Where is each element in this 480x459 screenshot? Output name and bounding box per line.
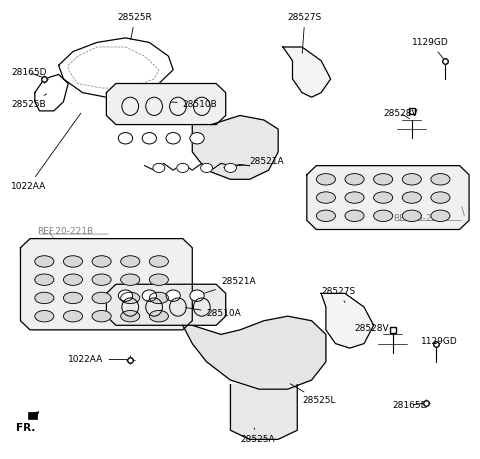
Text: REF.20-221B: REF.20-221B — [37, 227, 93, 236]
Text: 28525R: 28525R — [118, 13, 152, 40]
Text: 28165D: 28165D — [11, 67, 47, 78]
Text: 28165D: 28165D — [393, 401, 428, 409]
Text: 28521A: 28521A — [224, 157, 284, 168]
Ellipse shape — [402, 174, 421, 185]
Text: 1129GD: 1129GD — [421, 337, 458, 346]
Ellipse shape — [177, 163, 189, 173]
Polygon shape — [192, 116, 278, 179]
Ellipse shape — [402, 192, 421, 203]
Text: 28525A: 28525A — [240, 428, 275, 444]
Polygon shape — [21, 239, 192, 330]
Text: 28510A: 28510A — [185, 308, 241, 319]
Text: 28510B: 28510B — [171, 100, 217, 108]
Ellipse shape — [92, 274, 111, 285]
Ellipse shape — [35, 292, 54, 304]
Polygon shape — [107, 284, 226, 325]
Ellipse shape — [120, 256, 140, 267]
Ellipse shape — [345, 174, 364, 185]
Ellipse shape — [402, 210, 421, 222]
Ellipse shape — [149, 256, 168, 267]
Ellipse shape — [35, 256, 54, 267]
Ellipse shape — [316, 174, 336, 185]
Text: 28527S: 28527S — [288, 13, 322, 53]
Ellipse shape — [316, 192, 336, 203]
Ellipse shape — [118, 133, 132, 144]
Text: 28525B: 28525B — [11, 94, 47, 108]
Ellipse shape — [373, 174, 393, 185]
Ellipse shape — [190, 290, 204, 302]
Ellipse shape — [118, 290, 132, 302]
Ellipse shape — [316, 210, 336, 222]
Ellipse shape — [92, 292, 111, 304]
Polygon shape — [307, 166, 469, 230]
Ellipse shape — [92, 256, 111, 267]
Polygon shape — [28, 412, 37, 419]
Text: 28521A: 28521A — [200, 278, 255, 295]
Text: 1022AA: 1022AA — [68, 355, 128, 364]
Text: 28525L: 28525L — [290, 384, 336, 405]
Ellipse shape — [120, 274, 140, 285]
Ellipse shape — [345, 210, 364, 222]
Polygon shape — [321, 293, 373, 348]
Ellipse shape — [373, 210, 393, 222]
Ellipse shape — [149, 310, 168, 322]
Ellipse shape — [166, 133, 180, 144]
Ellipse shape — [92, 310, 111, 322]
Text: FR.: FR. — [16, 423, 35, 433]
Polygon shape — [183, 316, 326, 389]
Ellipse shape — [120, 310, 140, 322]
Text: 28528V: 28528V — [355, 324, 393, 335]
Ellipse shape — [35, 274, 54, 285]
Polygon shape — [283, 47, 331, 97]
Text: 28527S: 28527S — [321, 286, 355, 302]
Ellipse shape — [345, 192, 364, 203]
Ellipse shape — [190, 133, 204, 144]
Text: 28528V: 28528V — [383, 109, 418, 118]
Ellipse shape — [431, 210, 450, 222]
Polygon shape — [230, 385, 297, 439]
Ellipse shape — [431, 174, 450, 185]
Ellipse shape — [142, 290, 156, 302]
Ellipse shape — [225, 163, 237, 173]
Text: 1022AA: 1022AA — [11, 113, 81, 190]
Polygon shape — [107, 84, 226, 124]
Ellipse shape — [153, 163, 165, 173]
Ellipse shape — [63, 256, 83, 267]
Ellipse shape — [63, 292, 83, 304]
Ellipse shape — [35, 310, 54, 322]
Ellipse shape — [431, 192, 450, 203]
FancyArrowPatch shape — [34, 412, 38, 417]
Ellipse shape — [373, 192, 393, 203]
Ellipse shape — [149, 274, 168, 285]
Ellipse shape — [149, 292, 168, 304]
Ellipse shape — [201, 163, 213, 173]
Ellipse shape — [120, 292, 140, 304]
Ellipse shape — [63, 274, 83, 285]
Ellipse shape — [142, 133, 156, 144]
Ellipse shape — [63, 310, 83, 322]
Text: REF.20-221B: REF.20-221B — [393, 213, 449, 223]
Ellipse shape — [166, 290, 180, 302]
Text: 1129GD: 1129GD — [412, 38, 448, 59]
